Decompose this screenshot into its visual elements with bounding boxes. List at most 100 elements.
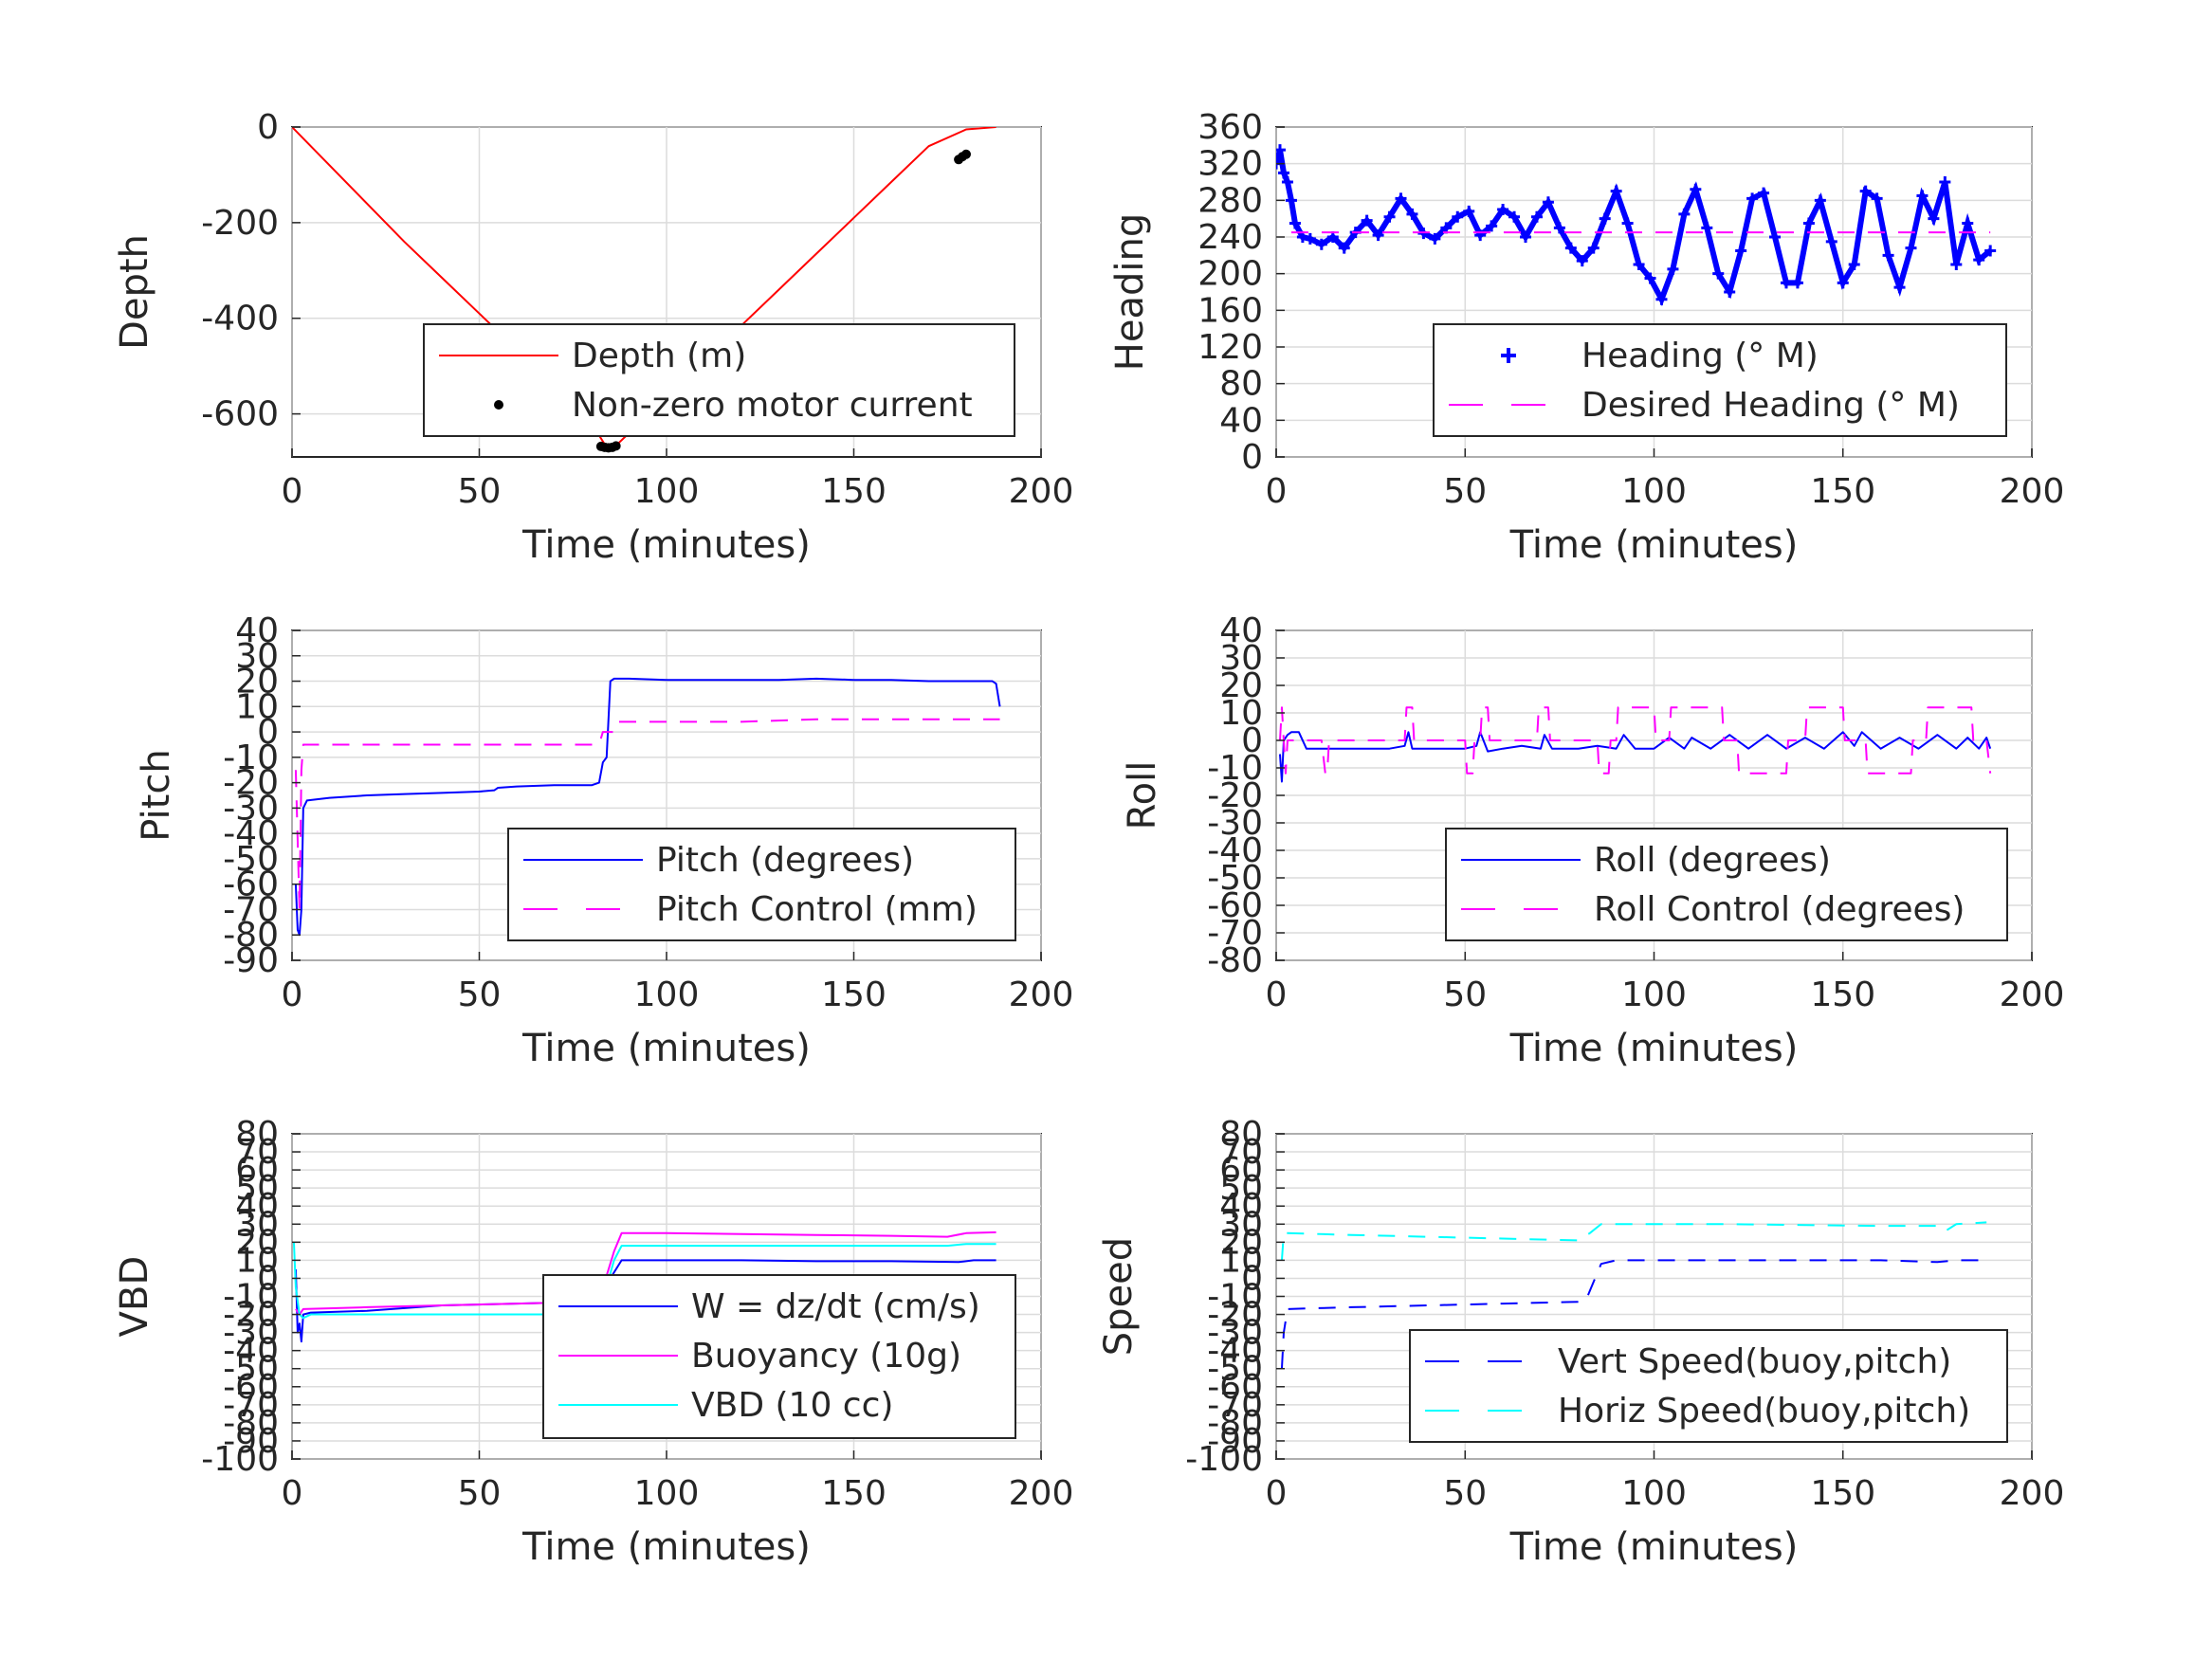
data-point (1304, 232, 1316, 245)
data-point (1587, 242, 1600, 254)
legend-label: Heading (° M) (1581, 337, 1819, 375)
x-tick-label: 100 (1621, 975, 1687, 1014)
ticks: 0 50 100 150 20080706050403020100-10-20-30-4… (1185, 1115, 2064, 1513)
y-tick-label: 0 (1241, 1259, 1263, 1298)
data-point (1825, 235, 1837, 247)
data-point (1791, 277, 1803, 289)
series-line-roll-control-degrees (1278, 706, 1992, 775)
data-point (1610, 185, 1622, 197)
y-tick-label: 20 (235, 1223, 279, 1262)
legend: Depth (m) Non-zero motor current (423, 323, 1015, 437)
data-point (1814, 194, 1826, 207)
data-point (1950, 259, 1963, 270)
y-tick-label: -100 (1185, 1440, 1263, 1479)
series-line-buoyancy-10g (295, 1231, 996, 1316)
y-tick-label: -50 (1207, 859, 1263, 898)
data-point (1576, 255, 1588, 267)
x-tick-label: 200 (2000, 1474, 2065, 1513)
y-tick-label: -20 (223, 764, 279, 803)
data-point (1338, 242, 1350, 254)
series-clip-group (1280, 1221, 1987, 1369)
series-clip-group (292, 127, 996, 453)
data-point (1769, 231, 1782, 243)
y-tick-label: -20 (1207, 1296, 1263, 1335)
y-tick-label: 10 (235, 1241, 279, 1280)
legend-label: Horiz Speed(buoy,pitch) (1558, 1392, 1970, 1431)
vbd-subplot: 0 50 100 150 20080706050403020100-10-20-30-4… (113, 1115, 1073, 1569)
legend-label: Roll Control (degrees) (1594, 890, 1965, 929)
x-tick-label: 200 (1009, 472, 1074, 511)
x-tick-label: 150 (821, 472, 887, 511)
y-tick-label: -30 (1207, 1314, 1263, 1353)
data-point (1281, 176, 1293, 188)
depth-subplot: 0 50 100 150 200 0 -200 -400 -600 Time (minutes)… (113, 108, 1073, 567)
y-tick-label: 240 (1197, 218, 1263, 257)
y-axis-label: Heading (1108, 213, 1152, 371)
data-point (1780, 277, 1792, 289)
legend-label: VBD (10 cc) (691, 1386, 893, 1425)
legend-box (423, 323, 1015, 437)
series-line-roll-degrees (1278, 731, 1992, 783)
x-axis-label: Time (minutes) (1509, 1027, 1799, 1070)
y-tick-label: 360 (1197, 108, 1263, 147)
x-tick-label: 0 (282, 472, 303, 511)
y-axis-label: Pitch (135, 749, 178, 841)
series-line-depth-m (292, 127, 996, 448)
y-tick-label: -600 (201, 395, 279, 434)
legend-label: Pitch Control (mm) (656, 890, 978, 929)
data-point (1678, 208, 1691, 220)
legend-marker (1501, 348, 1516, 363)
y-tick-label: -60 (223, 866, 279, 904)
speed-subplot: 0 50 100 150 20080706050403020100-10-20-30-4… (1097, 1115, 2064, 1569)
series-layer (1280, 1221, 1987, 1369)
y-tick-label: 0 (257, 1259, 279, 1298)
y-tick-label: 30 (235, 637, 279, 676)
x-tick-label: 200 (1009, 975, 1074, 1014)
data-point (1621, 217, 1634, 229)
data-point (1315, 238, 1327, 250)
x-tick-label: 150 (1810, 472, 1875, 511)
y-tick-label: 0 (1241, 438, 1263, 477)
data-point (1599, 212, 1611, 225)
y-tick-label: -40 (1207, 1332, 1263, 1371)
x-axis-label: Time (minutes) (521, 1027, 811, 1070)
y-tick-label: -10 (223, 738, 279, 777)
y-tick-label: -30 (223, 1314, 279, 1353)
series-line-heading-m (1276, 149, 1993, 306)
legend-label: Roll (degrees) (1594, 841, 1831, 880)
y-tick-label: -80 (1207, 941, 1263, 980)
y-tick-label: -40 (223, 814, 279, 853)
y-tick-label: -70 (1207, 1386, 1263, 1425)
y-tick-label: 80 (1219, 1115, 1263, 1154)
y-axis-label: VBD (113, 1256, 156, 1338)
data-point (1859, 185, 1872, 197)
y-tick-label: 200 (1197, 255, 1263, 294)
y-tick-label: 10 (1219, 694, 1263, 733)
data-point (1508, 210, 1521, 223)
data-point (1520, 231, 1532, 243)
data-point (1802, 217, 1815, 229)
ticks: 0 50 100 150 200403020100-10-20-30-40-50-60-… (223, 611, 1073, 1014)
y-tick-label: 40 (1219, 401, 1263, 440)
x-tick-label: 150 (821, 1474, 887, 1513)
legend-label: Vert Speed(buoy,pitch) (1558, 1342, 1951, 1381)
data-point (1655, 293, 1668, 305)
data-point (1285, 194, 1297, 207)
y-tick-label: 70 (235, 1133, 279, 1172)
legend-sample (494, 400, 503, 410)
legend: Roll (degrees) Roll Control (degrees) (1445, 828, 2008, 941)
y-tick-label: 30 (1219, 1205, 1263, 1244)
data-point (1497, 204, 1509, 215)
y-tick-label: 30 (1219, 639, 1263, 678)
y-tick-label: -50 (1207, 1350, 1263, 1389)
y-tick-label: -200 (201, 204, 279, 243)
y-tick-label: -10 (1207, 1278, 1263, 1317)
ticks: 0 50 100 150 200403020100-10-20-30-40-50-60-… (1207, 611, 2064, 1014)
data-point (1871, 192, 1883, 205)
y-tick-label: -60 (223, 1368, 279, 1407)
data-point (1276, 144, 1286, 156)
y-tick-label: 40 (235, 611, 279, 650)
x-tick-label: 100 (634, 975, 700, 1014)
y-tick-label: -30 (223, 789, 279, 828)
